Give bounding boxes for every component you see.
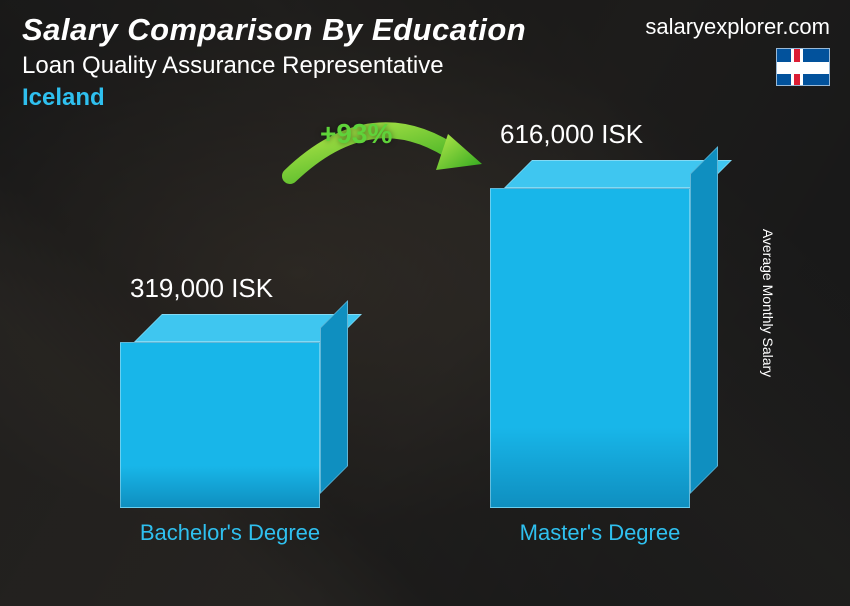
bar: 616,000 ISK — [490, 188, 690, 508]
bar-value: 319,000 ISK — [130, 273, 273, 304]
delta-label: +93% — [320, 118, 392, 150]
brand-text: salaryexplorer.com — [645, 14, 830, 40]
bar-category: Master's Degree — [480, 520, 720, 546]
bar-chart: 319,000 ISK Bachelor's Degree 616,000 ISK M… — [60, 150, 770, 546]
bar-value: 616,000 ISK — [500, 119, 643, 150]
brand-word-a: salary — [645, 14, 704, 39]
brand-tld: .com — [782, 14, 830, 39]
bar-category: Bachelor's Degree — [110, 520, 350, 546]
y-axis-label: Average Monthly Salary — [760, 229, 776, 377]
flag-icon — [776, 48, 830, 86]
brand-block: salaryexplorer.com — [645, 14, 830, 86]
brand-word-b: explorer — [704, 14, 782, 39]
bar: 319,000 ISK — [120, 342, 320, 508]
